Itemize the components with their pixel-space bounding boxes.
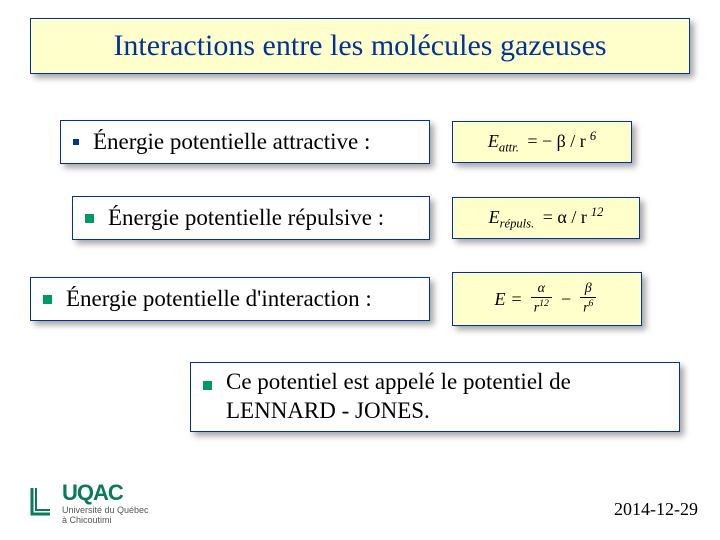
repulsive-text-box: Énergie potentielle répulsive :	[72, 196, 430, 240]
bullet-square-icon	[85, 214, 94, 223]
logo-icon	[28, 486, 54, 516]
attractive-text-box: Énergie potentielle attractive :	[60, 120, 430, 164]
bullet-square-icon	[203, 381, 212, 390]
logo-text-block: UQAC Université du Québec à Chicoutimi	[62, 480, 149, 526]
repulsive-text: Énergie potentielle répulsive :	[108, 205, 384, 231]
interaction-text: Énergie potentielle d'interaction :	[66, 286, 372, 312]
formula-interaction: E = α r12 − β r6	[495, 282, 600, 316]
repulsive-formula-box: Erépuls. = α / r12	[452, 197, 640, 239]
row-attractive: Énergie potentielle attractive : Eattr. …	[0, 120, 720, 164]
logo-sub2: à Chicoutimi	[62, 516, 149, 526]
date-text: 2014-12-29	[614, 499, 698, 520]
row-repulsive: Énergie potentielle répulsive : Erépuls.…	[0, 196, 720, 240]
note-text: Ce potentiel est appelé le potentiel de …	[226, 368, 669, 426]
note-text-box: Ce potentiel est appelé le potentiel de …	[190, 362, 680, 432]
interaction-text-box: Énergie potentielle d'interaction :	[30, 277, 430, 321]
attractive-text: Énergie potentielle attractive :	[93, 129, 370, 155]
row-interaction: Énergie potentielle d'interaction : E = …	[0, 272, 720, 326]
fraction-2: β r6	[580, 282, 596, 316]
logo-text: UQAC	[62, 480, 149, 506]
logo: UQAC Université du Québec à Chicoutimi	[28, 480, 149, 526]
interaction-formula-box: E = α r12 − β r6	[452, 272, 642, 326]
bullet-dot-icon	[73, 139, 79, 145]
attractive-formula-box: Eattr. = − β / r6	[452, 121, 632, 163]
row-note: Ce potentiel est appelé le potentiel de …	[0, 362, 720, 432]
bullet-square-icon	[43, 295, 52, 304]
formula-repulsive: Erépuls. = α / r12	[489, 205, 604, 232]
slide-title-box: Interactions entre les molécules gazeuse…	[30, 18, 690, 74]
fraction-1: α r12	[531, 282, 552, 316]
logo-mark	[28, 486, 54, 521]
formula-attractive: Eattr. = − β / r6	[488, 129, 596, 156]
slide-title: Interactions entre les molécules gazeuse…	[113, 29, 606, 63]
